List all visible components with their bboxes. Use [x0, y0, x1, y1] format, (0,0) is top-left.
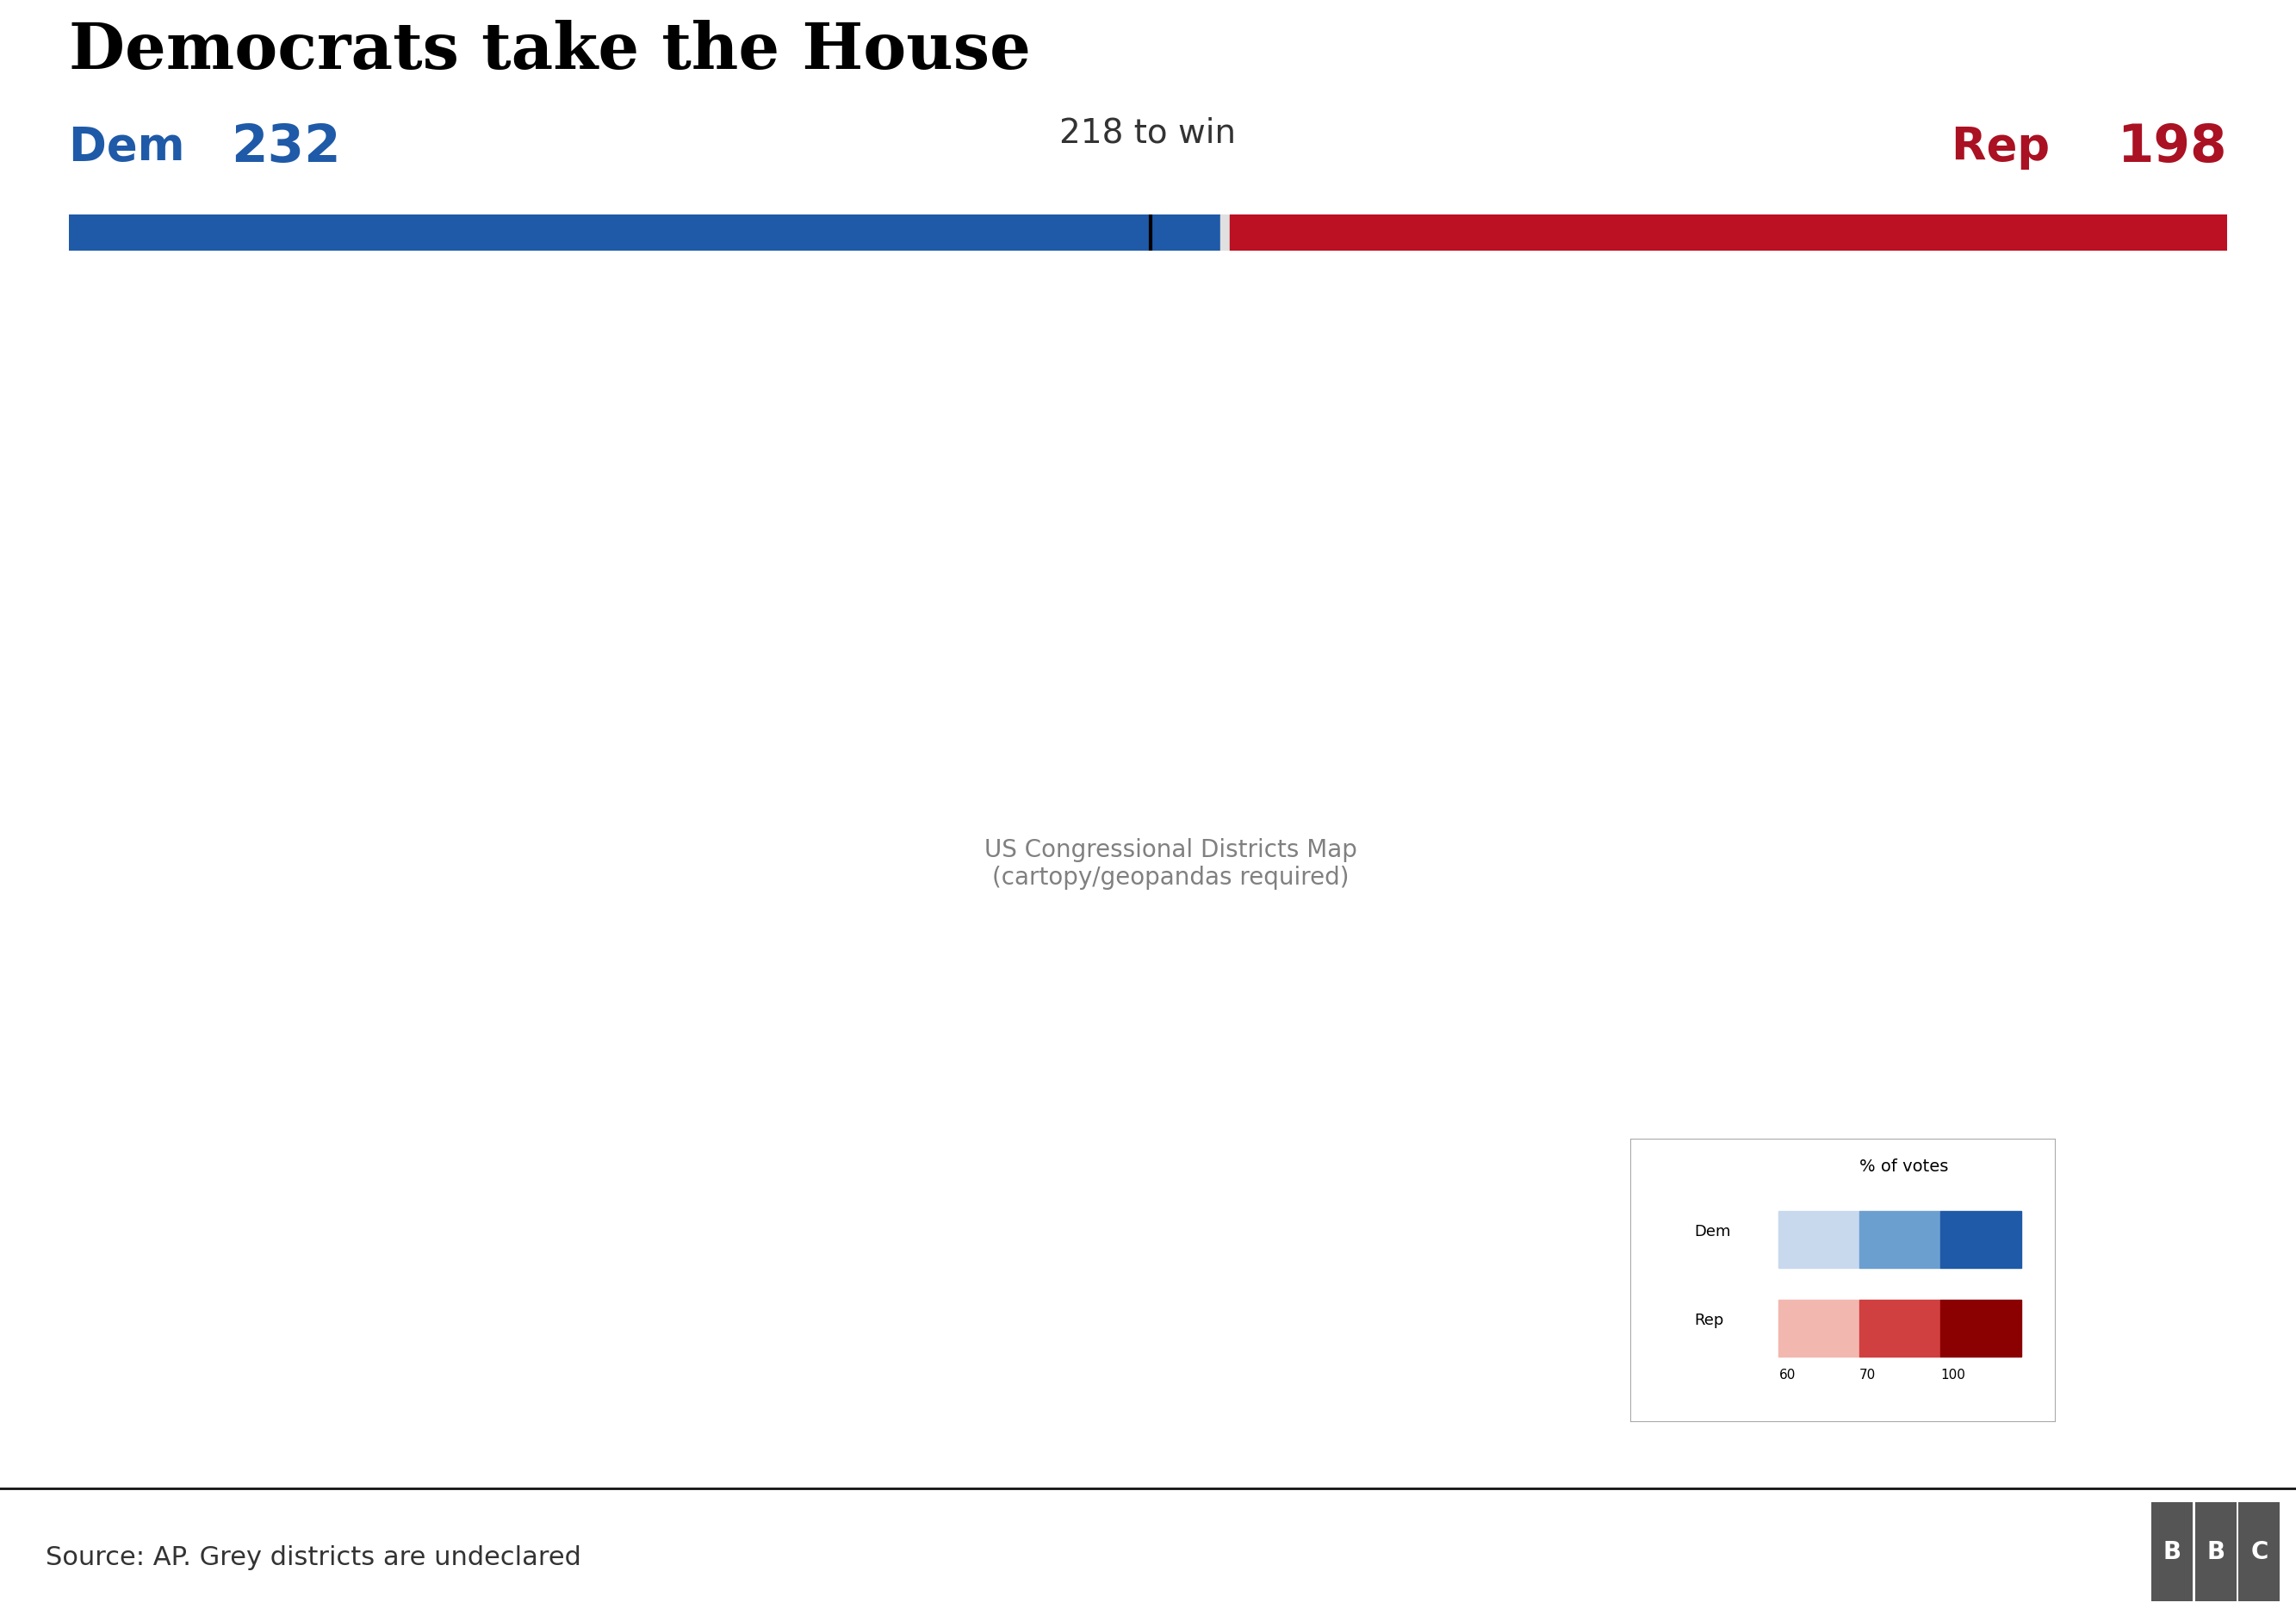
Bar: [1779, 1300, 1860, 1357]
Text: 70: 70: [1860, 1370, 1876, 1381]
Bar: [1219, 215, 1231, 250]
Text: Democrats take the House: Democrats take the House: [69, 19, 1031, 82]
Bar: [1779, 1211, 1860, 1268]
Bar: [1231, 215, 2227, 250]
FancyBboxPatch shape: [2239, 1502, 2280, 1602]
Bar: [1860, 1211, 1940, 1268]
Text: % of votes: % of votes: [1860, 1160, 1949, 1176]
Text: 100: 100: [1940, 1370, 1965, 1381]
Text: B: B: [2163, 1539, 2181, 1563]
FancyBboxPatch shape: [2195, 1502, 2236, 1602]
Text: Dem: Dem: [1694, 1224, 1731, 1239]
Text: Source: AP. Grey districts are undeclared: Source: AP. Grey districts are undeclare…: [46, 1546, 581, 1570]
Text: 60: 60: [1779, 1370, 1795, 1381]
Bar: [1860, 1300, 1940, 1357]
Text: Dem: Dem: [69, 124, 200, 170]
FancyBboxPatch shape: [2151, 1502, 2193, 1602]
Text: US Congressional Districts Map
(cartopy/geopandas required): US Congressional Districts Map (cartopy/…: [985, 838, 1357, 890]
Text: B: B: [2206, 1539, 2225, 1563]
Text: 218 to win: 218 to win: [1061, 116, 1235, 150]
Text: 198: 198: [2117, 123, 2227, 173]
Bar: [1940, 1300, 2020, 1357]
Bar: [69, 215, 1219, 250]
Bar: [1940, 1211, 2020, 1268]
Text: 232: 232: [230, 123, 340, 173]
Text: C: C: [2250, 1539, 2268, 1563]
Text: Rep: Rep: [1952, 124, 2066, 170]
Text: Rep: Rep: [1694, 1313, 1724, 1328]
